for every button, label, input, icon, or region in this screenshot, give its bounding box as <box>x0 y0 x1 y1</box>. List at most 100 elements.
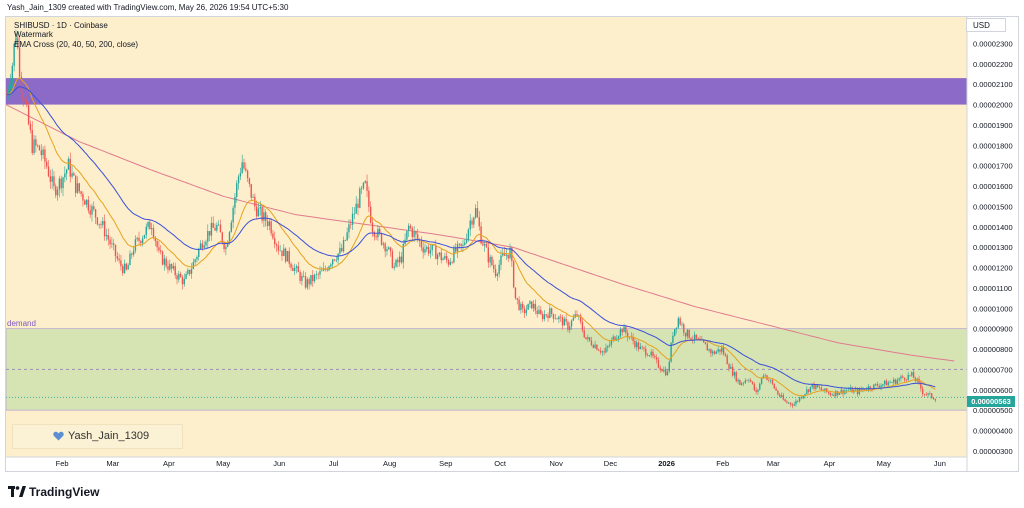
currency-button[interactable]: USD <box>966 18 1006 32</box>
time-tick-label: Apr <box>163 459 175 468</box>
tradingview-logo[interactable]: TradingView <box>8 484 99 499</box>
candle <box>426 245 428 253</box>
candle-body <box>932 397 935 400</box>
candle-body <box>103 221 106 237</box>
candle-body <box>265 212 267 221</box>
candle-body <box>733 372 736 376</box>
candle-body <box>824 388 826 391</box>
candle-body <box>525 309 528 314</box>
candle <box>46 157 48 169</box>
candle-body <box>540 309 542 315</box>
candle-body <box>460 243 462 246</box>
candle <box>740 381 743 386</box>
candle <box>36 144 39 148</box>
candle <box>131 252 133 259</box>
price-tick-label: 0.00000500 <box>973 406 1013 415</box>
candle-body <box>13 43 15 66</box>
candle <box>558 315 560 324</box>
candle-body <box>654 356 656 358</box>
time-tick-label: Nov <box>550 459 564 468</box>
candle <box>646 352 649 357</box>
candle <box>487 241 490 268</box>
candle-body <box>357 203 359 208</box>
candle <box>17 31 19 50</box>
candle <box>771 378 774 385</box>
candle-body <box>127 265 129 270</box>
candle-body <box>190 269 193 274</box>
candle-body <box>592 345 594 348</box>
candle-body <box>896 380 899 384</box>
candle-body <box>207 231 209 242</box>
candle <box>498 259 500 278</box>
candle-body <box>379 228 381 234</box>
candle <box>102 217 104 228</box>
candle <box>465 233 468 245</box>
candle-body <box>217 224 220 226</box>
candle <box>666 369 669 376</box>
candle-body <box>558 316 560 320</box>
time-tick-label: May <box>877 459 891 468</box>
candle-body <box>797 400 799 402</box>
candle-body <box>500 255 502 265</box>
candle <box>143 234 146 239</box>
candle-body <box>98 223 100 225</box>
candle <box>310 274 312 287</box>
candle <box>719 349 721 356</box>
candle <box>565 314 567 326</box>
candle-body <box>503 253 506 256</box>
candle-body <box>465 239 468 243</box>
candle-body <box>15 37 17 44</box>
candle <box>27 101 30 126</box>
candle <box>514 287 517 300</box>
symbol-legend[interactable]: SHIBUSD · 1D · Coinbase <box>14 21 108 30</box>
candle <box>8 85 10 100</box>
candle-body <box>842 389 844 394</box>
candle-body <box>84 200 86 205</box>
candle-body <box>187 269 189 274</box>
candle <box>333 258 336 262</box>
candle-body <box>297 266 299 273</box>
candle <box>181 274 184 290</box>
candle-body <box>626 332 629 338</box>
candle-body <box>494 268 497 276</box>
candle <box>196 255 198 263</box>
candle <box>641 345 643 351</box>
candle <box>257 202 260 217</box>
candle <box>31 121 33 156</box>
candle-body <box>283 248 285 257</box>
candle-body <box>826 388 828 393</box>
indicator-legend[interactable]: EMA Cross (20, 40, 50, 200, close) <box>14 40 139 49</box>
watermark-legend[interactable]: Watermark <box>14 30 53 39</box>
candle <box>339 241 341 257</box>
candle-body <box>789 402 792 405</box>
candle-body <box>181 277 184 285</box>
candle <box>122 263 124 276</box>
candle-body <box>502 253 504 256</box>
candle-body <box>143 234 146 239</box>
candle-body <box>436 254 439 260</box>
chart-frame[interactable]: 0.00002300 0.00002200 0.00002100 0.00002000… <box>5 16 1019 472</box>
candle <box>529 300 531 308</box>
candle-body <box>344 240 347 241</box>
price-chart[interactable]: 0.00002300 0.00002200 0.00002100 0.00002000… <box>6 17 1018 471</box>
candle-body <box>118 258 120 261</box>
candle <box>268 218 271 231</box>
candle-body <box>822 389 824 391</box>
candle <box>663 366 665 373</box>
candle <box>809 386 812 394</box>
candle-body <box>179 273 182 278</box>
candle <box>170 263 173 273</box>
candle-body <box>836 390 839 395</box>
candle <box>212 216 214 228</box>
candle-body <box>583 330 585 338</box>
candle <box>111 237 113 248</box>
candle-body <box>230 222 233 232</box>
candle-body <box>212 222 214 228</box>
candle <box>317 272 319 280</box>
candle <box>786 400 788 404</box>
candle <box>286 250 289 262</box>
candle <box>737 378 739 385</box>
candle-body <box>198 249 200 257</box>
candle <box>245 162 247 173</box>
candle-body <box>531 301 533 309</box>
